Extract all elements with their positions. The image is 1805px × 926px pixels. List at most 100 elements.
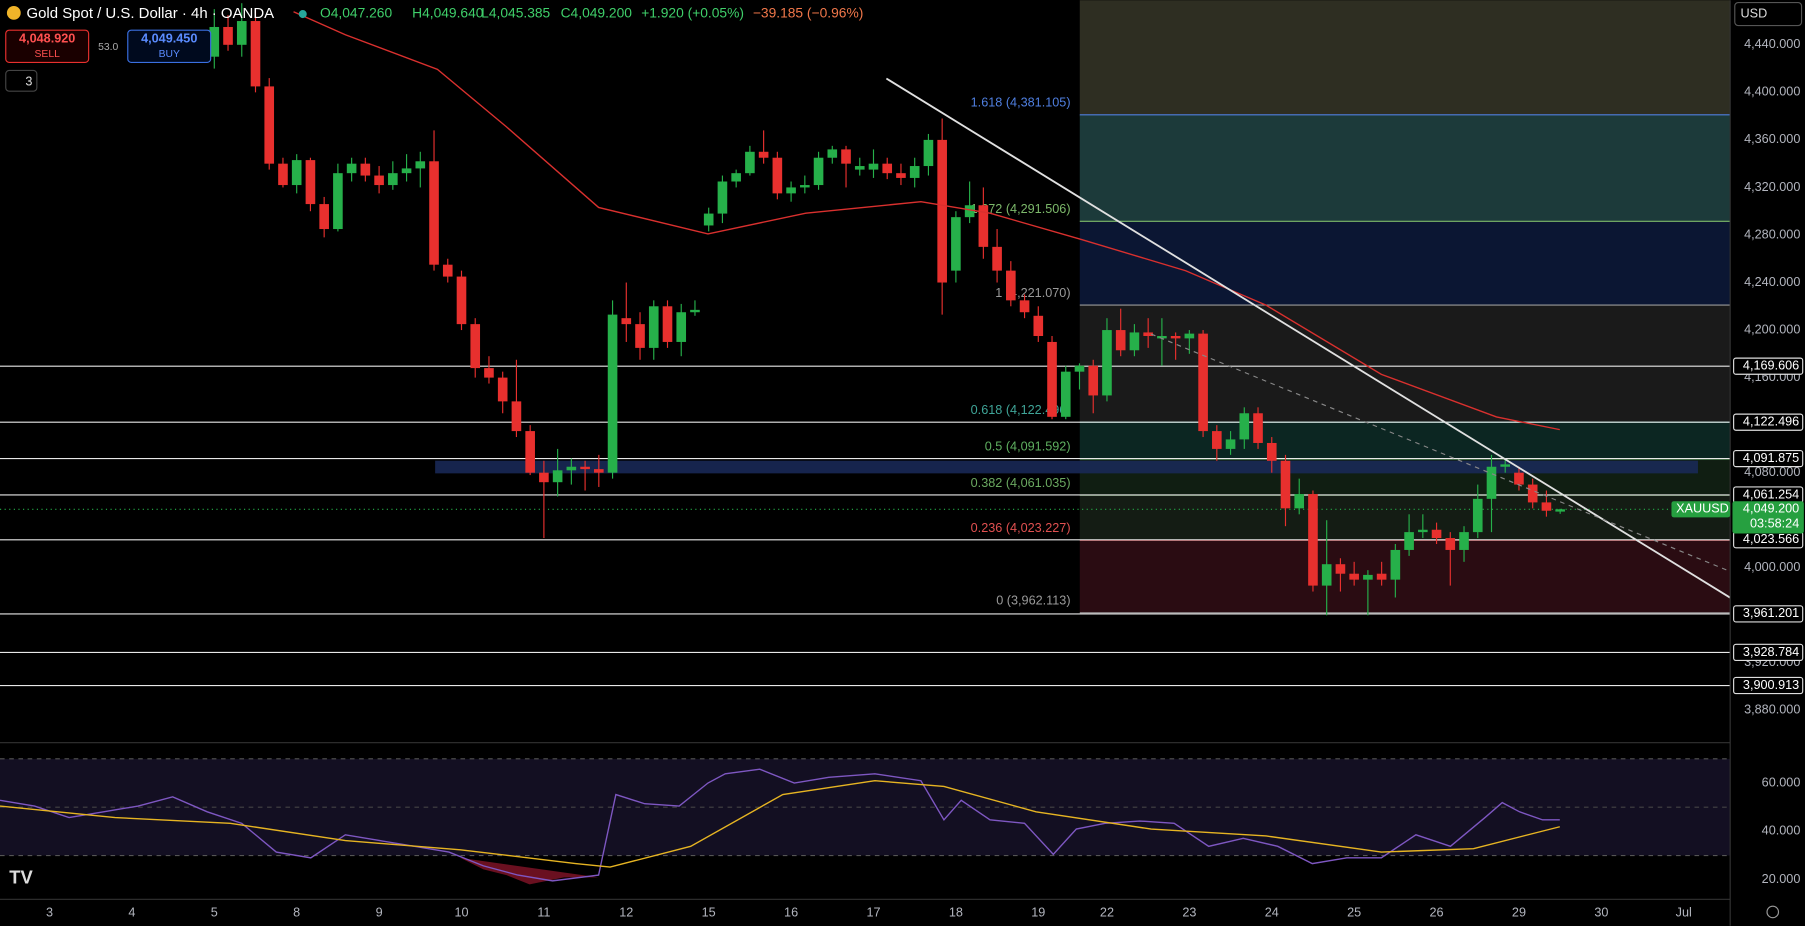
candle-body	[1431, 529, 1442, 539]
level-tag	[1733, 676, 1804, 695]
sell-price: 4,048.920	[19, 32, 75, 46]
ohlc-value: O4,047.260	[320, 5, 392, 21]
candle-body	[1527, 484, 1538, 503]
x-tick-label: 23	[1182, 905, 1196, 919]
level-tag-label: 4,122.496	[1743, 415, 1799, 429]
level-tag-label: 3,900.913	[1743, 678, 1799, 692]
header: Gold Spot / U.S. Dollar · 4h · OANDA 4,0…	[5, 1, 1803, 919]
y-tick-label: 4,280.000	[1744, 227, 1800, 241]
candle-body	[1555, 509, 1565, 512]
candle-body	[992, 246, 1002, 271]
candle-body	[566, 466, 577, 471]
level-tag-label: 4,061.254	[1743, 487, 1799, 501]
candle-body	[374, 175, 384, 186]
y-tick-label: 4,240.000	[1744, 275, 1800, 289]
candle-body	[1541, 502, 1552, 511]
settings-icon[interactable]	[1766, 905, 1780, 919]
rsi-tick-label: 40.000	[1762, 824, 1801, 838]
candle-body	[484, 368, 494, 378]
x-tick-label: 18	[949, 905, 963, 919]
x-tick-label: 24	[1265, 905, 1279, 919]
currency-button[interactable]	[1734, 1, 1803, 27]
candle-body	[1390, 549, 1401, 580]
x-tick-label: 12	[619, 905, 633, 919]
candle-body	[937, 139, 947, 283]
sell-label: SELL	[35, 49, 61, 60]
candle-body	[1212, 431, 1222, 449]
candle-body	[772, 157, 783, 194]
candle-body	[1418, 529, 1428, 533]
candle-body	[594, 469, 604, 473]
candle-body	[978, 205, 989, 247]
candle-body	[1074, 365, 1085, 372]
candle-body	[1472, 498, 1483, 533]
candle-body	[333, 173, 343, 230]
candle-body	[731, 173, 741, 182]
candle-body	[470, 324, 481, 369]
candle-body	[1459, 532, 1469, 550]
x-tick-label: 9	[376, 905, 383, 919]
buy-price: 4,049.450	[141, 32, 197, 46]
fib-zone	[1079, 221, 1731, 306]
fib-label: 0.236 (4,023.227)	[971, 521, 1071, 535]
x-tick-label: 11	[537, 905, 550, 919]
fib-label: 0.618 (4,122.496)	[971, 403, 1071, 417]
chart-title: Gold Spot / U.S. Dollar · 4h · OANDA	[26, 5, 274, 22]
x-tick-label: 19	[1031, 905, 1045, 919]
candle-body	[662, 306, 673, 342]
candle-body	[415, 161, 426, 169]
candle-body	[525, 431, 535, 473]
fib-label: 0 (3,962.113)	[996, 594, 1070, 608]
level-tag	[1733, 357, 1804, 375]
candle-body	[745, 151, 755, 174]
fib-zone	[1079, 114, 1731, 222]
candle-body	[1321, 564, 1332, 586]
candle-body	[607, 314, 618, 473]
candle-body	[346, 163, 357, 174]
candle-body	[1266, 442, 1277, 461]
y-tick-label: 4,360.000	[1744, 132, 1800, 146]
moving-average	[293, 11, 1560, 431]
x-tick-label: 5	[211, 905, 218, 919]
x-tick-label: 8	[293, 905, 300, 919]
candle-body	[635, 324, 645, 348]
indicators-toggle[interactable]	[5, 69, 38, 92]
fib-label: 1.618 (4,381.105)	[971, 96, 1071, 110]
candle-body	[442, 264, 453, 277]
x-tick-label: 22	[1100, 905, 1114, 919]
candle-body	[1170, 336, 1181, 339]
candle-body	[854, 166, 865, 170]
candle-body	[401, 168, 412, 174]
candle-body	[827, 149, 838, 158]
candle-body	[621, 318, 632, 325]
candle-body	[1006, 270, 1016, 301]
candle-body	[964, 205, 975, 218]
fib-top-zone	[1079, 0, 1731, 117]
rsi-tick-label: 60.000	[1762, 775, 1801, 789]
candle-body	[1363, 574, 1373, 580]
candle-body	[1253, 413, 1263, 443]
level-tag-label: 4,023.566	[1743, 532, 1799, 546]
rsi-line	[0, 768, 1560, 882]
y-tick-label: 4,440.000	[1744, 37, 1800, 51]
candle-body	[209, 26, 220, 57]
sell-button[interactable]	[5, 29, 90, 63]
trend-line	[885, 77, 1731, 599]
candle-body	[1335, 564, 1346, 574]
currency: USD	[1741, 6, 1768, 20]
fib-zone	[1079, 422, 1731, 459]
candle-body	[250, 21, 261, 87]
candle-body	[1115, 330, 1126, 351]
x-tick-label: 25	[1347, 905, 1361, 919]
candle-body	[717, 181, 728, 214]
level-tag-label: 3,928.784	[1743, 645, 1799, 659]
buy-button[interactable]	[127, 29, 212, 63]
x-tick-label: 10	[454, 905, 468, 919]
ohlc-value: +1.920 (+0.05%)	[641, 5, 744, 21]
level-tag	[1733, 643, 1804, 662]
candle-body	[497, 377, 508, 402]
candle-body	[539, 472, 549, 483]
candle-body	[580, 466, 590, 470]
candle-body	[882, 163, 893, 174]
